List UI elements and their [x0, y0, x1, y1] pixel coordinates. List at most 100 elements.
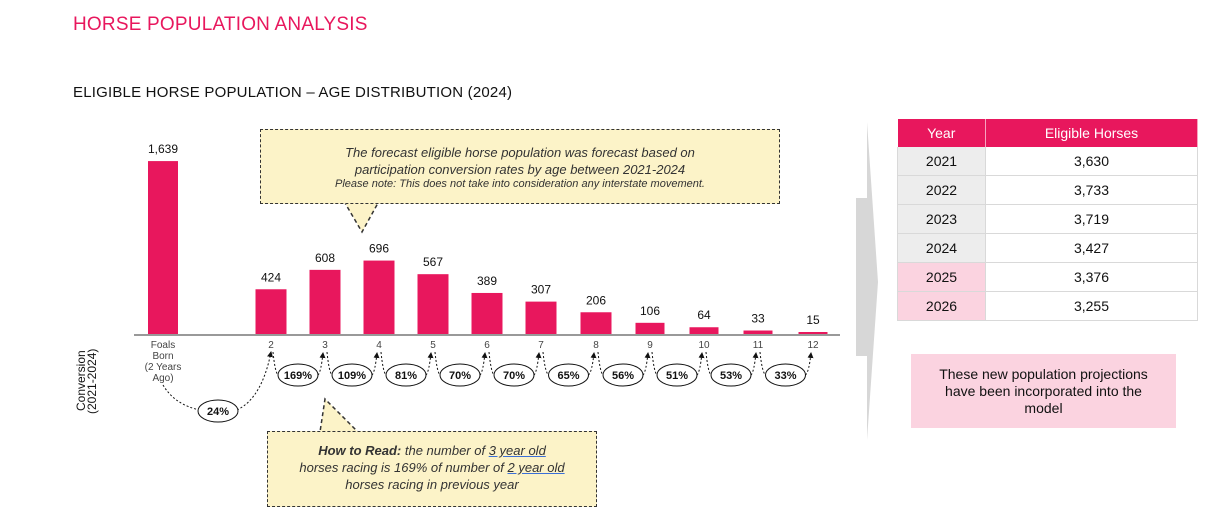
bar-11 — [798, 332, 828, 334]
conversion-arrow-in — [651, 351, 658, 376]
bar-9 — [689, 327, 719, 334]
bar-value-label: 206 — [586, 293, 606, 307]
table-cell-year: 2025 — [897, 262, 986, 292]
bar-value-label: 567 — [423, 255, 443, 269]
category-label: 9 — [647, 340, 653, 351]
table-cell-value: 3,719 — [985, 204, 1198, 234]
category-label: (2 Years — [145, 362, 182, 373]
conversion-arrow-out — [533, 352, 542, 376]
conversion-rate-value: 65% — [557, 370, 579, 382]
foal-conversion-arrow-left — [162, 384, 201, 411]
conversion-arrow-out — [588, 352, 597, 376]
table-cell-value: 3,376 — [985, 262, 1198, 292]
projection-note-box: These new population projections have be… — [911, 354, 1176, 428]
table-row: 2024 3,427 — [897, 233, 1198, 263]
conversion-arrow-out — [425, 352, 434, 376]
conversion-bubble — [710, 363, 752, 387]
bar-6 — [525, 301, 557, 334]
table-header-eligible-horses: Eligible Horses — [985, 119, 1198, 147]
conversion-axis-label-text: Conversion (2021-2024) — [74, 348, 99, 414]
category-label: 5 — [430, 340, 436, 351]
callout-how-to-read: How to Read: the number of 3 year old ho… — [267, 431, 597, 507]
bar-8 — [635, 322, 665, 334]
bar-value-label: 106 — [640, 304, 660, 318]
conversion-arrow-in — [759, 351, 766, 376]
conversion-bubble — [277, 363, 319, 387]
category-label: 11 — [753, 340, 764, 351]
conversion-bubble — [765, 363, 806, 387]
conversion-bubble — [548, 363, 589, 387]
table-cell-value: 3,427 — [985, 233, 1198, 263]
category-label: 4 — [376, 340, 382, 351]
bar-5 — [471, 292, 503, 334]
how-to-read-text-3: horses racing in previous year — [345, 477, 519, 492]
projection-note-text: These new population projections have be… — [939, 366, 1148, 416]
page-title: HORSE POPULATION ANALYSIS — [73, 14, 368, 35]
bar-value-label: 424 — [261, 270, 281, 284]
how-to-read-text-1: the number of — [401, 443, 489, 458]
conversion-arrow-in — [434, 351, 441, 376]
flow-arrow — [856, 122, 878, 440]
category-label: 12 — [807, 340, 819, 351]
bar-value-label: 696 — [369, 242, 389, 256]
table-cell-year: 2024 — [897, 233, 986, 263]
conversion-arrow-out — [642, 352, 651, 376]
table-row-projected: 2026 3,255 — [897, 291, 1198, 321]
callout-top-pointer — [343, 202, 380, 234]
bar-0 — [148, 161, 178, 334]
bar-value-label: 33 — [751, 312, 765, 326]
category-label: 6 — [484, 340, 490, 351]
bar-value-label: 15 — [806, 313, 820, 327]
table-header-row: Year Eligible Horses — [897, 119, 1198, 147]
callout-forecast-disclaimer: Please note: This does not take into con… — [335, 178, 705, 190]
table-row: 2021 3,630 — [897, 147, 1198, 176]
callout-forecast-note: The forecast eligible horse population w… — [260, 129, 780, 204]
bar-1 — [255, 289, 287, 334]
bar-value-label: 307 — [531, 283, 551, 297]
conversion-bubble — [602, 363, 644, 387]
callout-forecast-line1: The forecast eligible horse population w… — [345, 145, 695, 160]
conversion-rate-value: 109% — [338, 370, 366, 382]
table-row: 2022 3,733 — [897, 175, 1198, 205]
conversion-axis-label: Conversion (2021-2024) — [74, 345, 99, 417]
category-label: 2 — [268, 340, 274, 351]
conversion-rate-value: 56% — [612, 370, 634, 382]
table-cell-year: 2026 — [897, 291, 986, 321]
foal-conversion-arrow-right — [236, 351, 273, 411]
conversion-arrow-in — [380, 351, 387, 376]
conversion-arrow-in — [488, 351, 495, 376]
conversion-arrow-out — [317, 352, 326, 376]
conversion-arrow-in — [705, 351, 712, 376]
conversion-bubble — [656, 363, 698, 387]
conversion-arrow-out — [479, 352, 488, 376]
conversion-arrow-out — [371, 352, 380, 376]
how-to-read-text-2: horses racing is 169% of number of — [299, 460, 508, 475]
bar-3 — [363, 260, 395, 334]
conversion-rate-value: 53% — [720, 370, 742, 382]
table-row-projected: 2025 3,376 — [897, 262, 1198, 292]
callout-bottom-pointer — [319, 397, 360, 433]
bar-value-label: 389 — [477, 274, 497, 288]
bar-value-label: 1,639 — [148, 142, 178, 156]
bar-value-label: 608 — [315, 251, 335, 265]
conversion-arrow-out — [805, 352, 814, 376]
category-label: 3 — [322, 340, 328, 351]
category-label: 10 — [698, 340, 710, 351]
eligible-horses-table: Year Eligible Horses 2021 3,630 2022 3,733… — [897, 119, 1198, 321]
table-row: 2023 3,719 — [897, 204, 1198, 234]
callout-forecast-line2: participation conversion rates by age be… — [354, 162, 686, 177]
bar-4 — [417, 274, 449, 334]
conversion-arrow-in — [542, 351, 549, 376]
how-to-read-link-1: 3 year old — [488, 443, 546, 458]
table-cell-year: 2023 — [897, 204, 986, 234]
conversion-arrow-in — [272, 351, 279, 376]
conversion-arrow-in — [326, 351, 333, 376]
conversion-rate-value: 169% — [284, 370, 312, 382]
how-to-read-link-2: 2 year old — [507, 460, 565, 475]
conversion-bubble — [439, 363, 481, 387]
table-cell-value: 3,733 — [985, 175, 1198, 205]
conversion-bubble — [493, 363, 535, 387]
conversion-rate-value: 70% — [503, 370, 525, 382]
